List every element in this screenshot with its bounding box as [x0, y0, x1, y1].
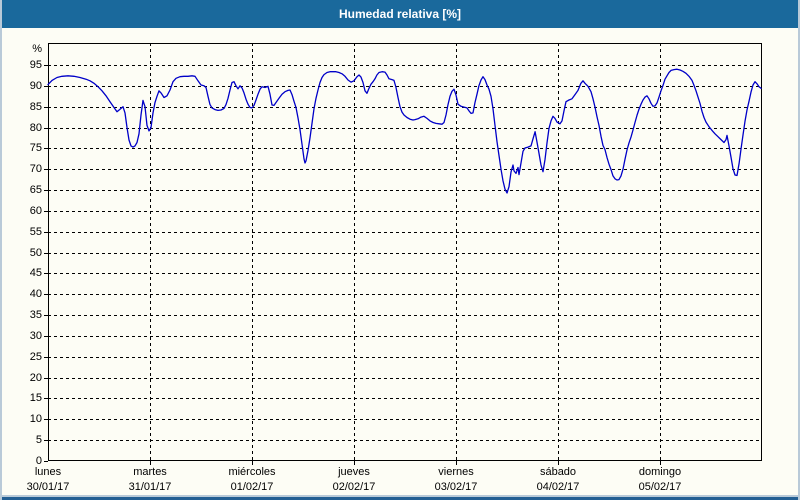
x-day-label: martes [133, 466, 167, 478]
bottom-border [2, 497, 798, 500]
y-tick-label: 55 [29, 226, 42, 238]
y-tick-label: 20 [29, 372, 42, 384]
y-tick-label: 30 [29, 330, 42, 342]
bottom-divider [2, 495, 798, 497]
y-tick-label: 90 [29, 80, 42, 92]
humidity-series-line [47, 68, 762, 194]
y-tick-label: 85 [29, 101, 42, 113]
y-tick-label: 65 [29, 184, 42, 196]
y-tick-label: 25 [29, 351, 42, 363]
y-tick-label: 5 [35, 434, 42, 446]
x-date-label: 04/02/17 [536, 481, 580, 493]
x-date-label: 03/02/17 [434, 481, 478, 493]
x-day-label: viernes [438, 466, 474, 478]
y-tick-label: 80 [29, 122, 42, 134]
title-bar: Humedad relativa [%] [2, 0, 798, 28]
humidity-chart [44, 43, 762, 465]
y-tick-label: 0 [35, 455, 42, 467]
y-tick-label: 45 [29, 267, 42, 279]
y-tick-label: 70 [29, 163, 42, 175]
x-date-label: 02/02/17 [332, 481, 376, 493]
y-tick-label: 75 [29, 142, 42, 154]
x-date-label: 01/02/17 [230, 481, 274, 493]
x-day-label: miércoles [228, 466, 276, 478]
x-day-label: domingo [638, 466, 682, 478]
x-date-label: 31/01/17 [128, 481, 172, 493]
x-day-label: lunes [34, 466, 62, 478]
plot-frame [48, 43, 762, 461]
y-tick-label: 35 [29, 309, 42, 321]
y-tick-label: 60 [29, 205, 42, 217]
x-date-label: 05/02/17 [638, 481, 682, 493]
x-day-label: sábado [539, 466, 577, 478]
y-tick-label: 40 [29, 288, 42, 300]
page-title: Humedad relativa [%] [338, 7, 462, 21]
y-axis-unit-label: % [32, 43, 42, 55]
x-date-label: 30/01/17 [26, 481, 70, 493]
x-day-label: jueves [338, 466, 370, 478]
y-tick-label: 15 [29, 392, 42, 404]
y-tick-label: 10 [29, 413, 42, 425]
y-tick-label: 95 [29, 59, 42, 71]
y-tick-label: 50 [29, 247, 42, 259]
